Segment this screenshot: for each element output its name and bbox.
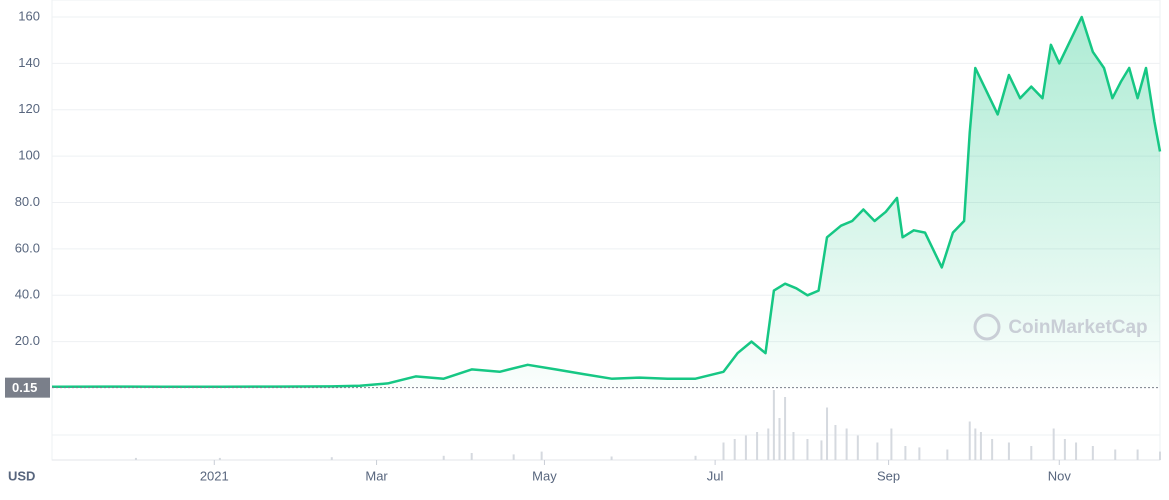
volume-bar [820, 440, 823, 460]
y-tick-label: 40.0 [15, 287, 40, 302]
volume-bar [856, 435, 859, 460]
price-marker-label: 0.15 [12, 380, 37, 395]
y-tick-label: 140 [18, 55, 40, 70]
volume-bar [968, 421, 971, 460]
x-tick-label: Sep [877, 468, 900, 483]
x-tick-label: Jul [707, 468, 724, 483]
volume-bar [979, 432, 982, 460]
volume-bar [442, 455, 445, 460]
watermark: CoinMarketCap [1008, 317, 1147, 338]
volume-bar [904, 446, 907, 460]
y-tick-label: 160 [18, 8, 40, 23]
volume-bar [722, 442, 725, 460]
volume-bar [610, 456, 613, 460]
y-tick-label: 60.0 [15, 240, 40, 255]
volume-bar [991, 439, 994, 460]
volume-bar [733, 439, 736, 460]
volume-bar [1030, 446, 1033, 460]
price-area [52, 17, 1160, 388]
volume-bar [744, 435, 747, 460]
y-tick-label: 100 [18, 148, 40, 163]
volume-bar [826, 407, 829, 460]
y-tick-label: 120 [18, 101, 40, 116]
volume-bar [918, 447, 921, 460]
volume-bar [792, 432, 795, 460]
volume-bar [890, 428, 893, 460]
volume-bar [772, 390, 775, 460]
x-tick-label: May [532, 468, 557, 483]
volume-bar [540, 451, 543, 460]
volume-bar [1091, 446, 1094, 460]
volume-bar [946, 449, 949, 460]
volume-bar [834, 425, 837, 460]
volume-bar [1063, 439, 1066, 460]
price-line [51, 15, 1162, 389]
x-tick-label: 2021 [200, 468, 229, 483]
x-tick-label: Mar [365, 468, 388, 483]
volume-bar [512, 454, 515, 460]
volume-bar [806, 439, 809, 460]
volume-bar [767, 428, 770, 460]
volume-bar [778, 418, 781, 460]
volume-bar [845, 428, 848, 460]
volume-bar [1114, 449, 1117, 460]
volume-bar [134, 457, 137, 460]
volume-bar [1075, 442, 1078, 460]
volume-bar [876, 442, 879, 460]
price-marker-box [5, 377, 50, 398]
volume-bar [218, 457, 221, 460]
volume-bar [974, 428, 977, 460]
volume-bar [756, 432, 759, 460]
volume-bar [784, 397, 787, 460]
x-tick-label: Nov [1048, 468, 1072, 483]
volume-bar [330, 457, 333, 460]
watermark-logo [973, 313, 1001, 341]
volume-bar [1136, 449, 1139, 460]
volume-bar [694, 455, 697, 460]
volume-bar [1052, 428, 1055, 460]
y-tick-label: 20.0 [15, 333, 40, 348]
y-tick-label: 80.0 [15, 194, 40, 209]
currency-label: USD [8, 468, 35, 483]
volume-bar [1159, 451, 1161, 460]
volume-bar [1007, 442, 1010, 460]
volume-bar [470, 453, 473, 460]
